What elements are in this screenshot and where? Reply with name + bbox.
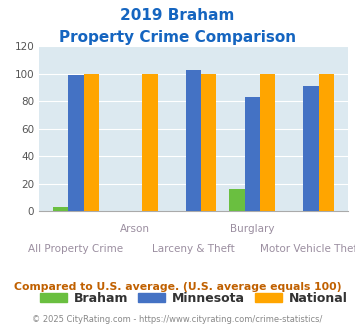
Text: 2019 Braham: 2019 Braham: [120, 8, 235, 23]
Bar: [69, 75, 84, 211]
Bar: [53, 207, 69, 211]
Bar: [186, 70, 201, 211]
Text: Larceny & Theft: Larceny & Theft: [152, 244, 235, 254]
Text: Arson: Arson: [120, 224, 150, 234]
Legend: Braham, Minnesota, National: Braham, Minnesota, National: [35, 287, 352, 310]
Bar: [303, 86, 318, 211]
Text: All Property Crime: All Property Crime: [28, 244, 124, 254]
Bar: [142, 74, 158, 211]
Text: Burglary: Burglary: [230, 224, 274, 234]
Bar: [318, 74, 334, 211]
Bar: [229, 189, 245, 211]
Bar: [260, 74, 275, 211]
Bar: [201, 74, 217, 211]
Bar: [84, 74, 99, 211]
Text: Motor Vehicle Theft: Motor Vehicle Theft: [260, 244, 355, 254]
Text: Property Crime Comparison: Property Crime Comparison: [59, 30, 296, 45]
Text: Compared to U.S. average. (U.S. average equals 100): Compared to U.S. average. (U.S. average …: [14, 282, 341, 292]
Text: © 2025 CityRating.com - https://www.cityrating.com/crime-statistics/: © 2025 CityRating.com - https://www.city…: [32, 315, 323, 324]
Bar: [245, 97, 260, 211]
